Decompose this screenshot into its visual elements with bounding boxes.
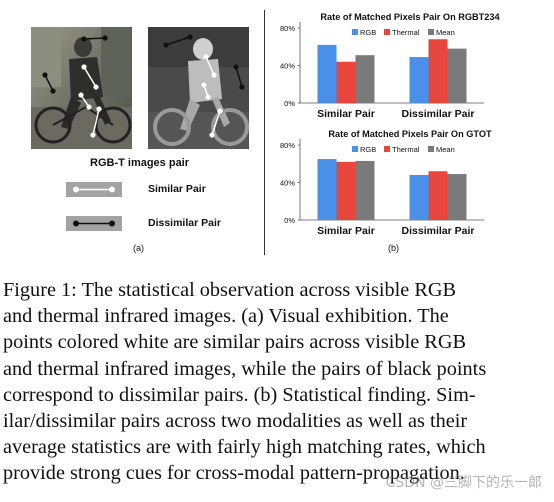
y-tick-label: 80% bbox=[280, 141, 295, 150]
caption-line: average statistics are with fairly high … bbox=[3, 436, 486, 459]
panel-a: RGB-T images pair Similar Pair Dissimila… bbox=[0, 0, 262, 262]
watermark: CSDN @三脚下的乐一郎 bbox=[385, 475, 542, 491]
caption-line: and thermal infrared images, while the p… bbox=[3, 357, 487, 380]
bar bbox=[336, 61, 356, 103]
bar bbox=[409, 57, 429, 103]
category-label: Similar Pair bbox=[317, 108, 375, 120]
bar bbox=[317, 44, 337, 103]
figure-caption: Figure 1: The statistical observation ac… bbox=[3, 277, 548, 487]
bar bbox=[447, 48, 467, 103]
rgb-image bbox=[31, 27, 132, 149]
legend-swatch bbox=[352, 146, 358, 152]
chart-rgbt234-svg: Rate of Matched Pixels Pair On RGBT234 RG… bbox=[280, 12, 501, 120]
bar bbox=[409, 175, 429, 220]
bar bbox=[317, 159, 337, 220]
y-tick-label: 80% bbox=[280, 24, 295, 33]
legend-swatch bbox=[384, 29, 390, 35]
panel-divider bbox=[264, 10, 265, 255]
similar-pair-swatch bbox=[66, 182, 122, 197]
bar bbox=[447, 174, 467, 220]
panel-b: Rate of Matched Pixels Pair On RGBT234 RG… bbox=[266, 0, 554, 262]
legend-label: Mean bbox=[436, 28, 455, 37]
chart-gtot-svg: Rate of Matched Pixels Pair On GTOT RGB Th… bbox=[280, 129, 492, 237]
caption-line: points colored white are similar pairs a… bbox=[3, 331, 466, 354]
caption-line: Figure 1: The statistical observation ac… bbox=[3, 279, 457, 301]
bar bbox=[428, 39, 448, 103]
bar bbox=[355, 160, 375, 220]
y-tick-label: 0% bbox=[284, 216, 295, 225]
panel-a-sublabel: (a) bbox=[133, 243, 144, 253]
bar bbox=[428, 171, 448, 220]
chart-title: Rate of Matched Pixels Pair On RGBT234 bbox=[320, 12, 500, 22]
y-tick-label: 40% bbox=[280, 179, 295, 188]
legend-label: RGB bbox=[360, 145, 376, 154]
caption-line: provide strong cues for cross-modal patt… bbox=[3, 462, 465, 485]
chart-title: Rate of Matched Pixels Pair On GTOT bbox=[328, 129, 492, 139]
category-label: Similar Pair bbox=[317, 225, 375, 237]
caption-line: ilar/dissimilar pairs across two modalit… bbox=[3, 410, 468, 433]
legend-swatch bbox=[428, 29, 434, 35]
legend-swatch bbox=[428, 146, 434, 152]
category-label: Dissimilar Pair bbox=[402, 225, 475, 237]
image-pair-label: RGB-T images pair bbox=[90, 157, 190, 169]
caption-line: correspond to dissimilar pairs. (b) Stat… bbox=[3, 383, 476, 406]
legend-label: Mean bbox=[436, 145, 455, 154]
panel-b-sublabel: (b) bbox=[388, 243, 399, 253]
thermal-image bbox=[148, 27, 249, 149]
bar bbox=[355, 55, 375, 103]
bar bbox=[336, 161, 356, 220]
dissimilar-pair-label: Dissimilar Pair bbox=[148, 217, 221, 229]
legend-swatch bbox=[352, 29, 358, 35]
y-tick-label: 40% bbox=[280, 62, 295, 71]
legend-label: Thermal bbox=[392, 145, 420, 154]
legend-label: RGB bbox=[360, 28, 376, 37]
category-label: Dissimilar Pair bbox=[402, 108, 475, 120]
chart-gtot: Rate of Matched Pixels Pair On GTOT RGB Th… bbox=[266, 125, 554, 245]
chart-rgbt234: Rate of Matched Pixels Pair On RGBT234 RG… bbox=[266, 8, 554, 128]
dissimilar-pair-swatch bbox=[66, 216, 122, 231]
caption-line: and thermal infrared images. (a) Visual … bbox=[3, 305, 449, 328]
legend-swatch bbox=[384, 146, 390, 152]
legend-label: Thermal bbox=[392, 28, 420, 37]
y-tick-label: 0% bbox=[284, 99, 295, 108]
similar-pair-label: Similar Pair bbox=[148, 183, 206, 195]
